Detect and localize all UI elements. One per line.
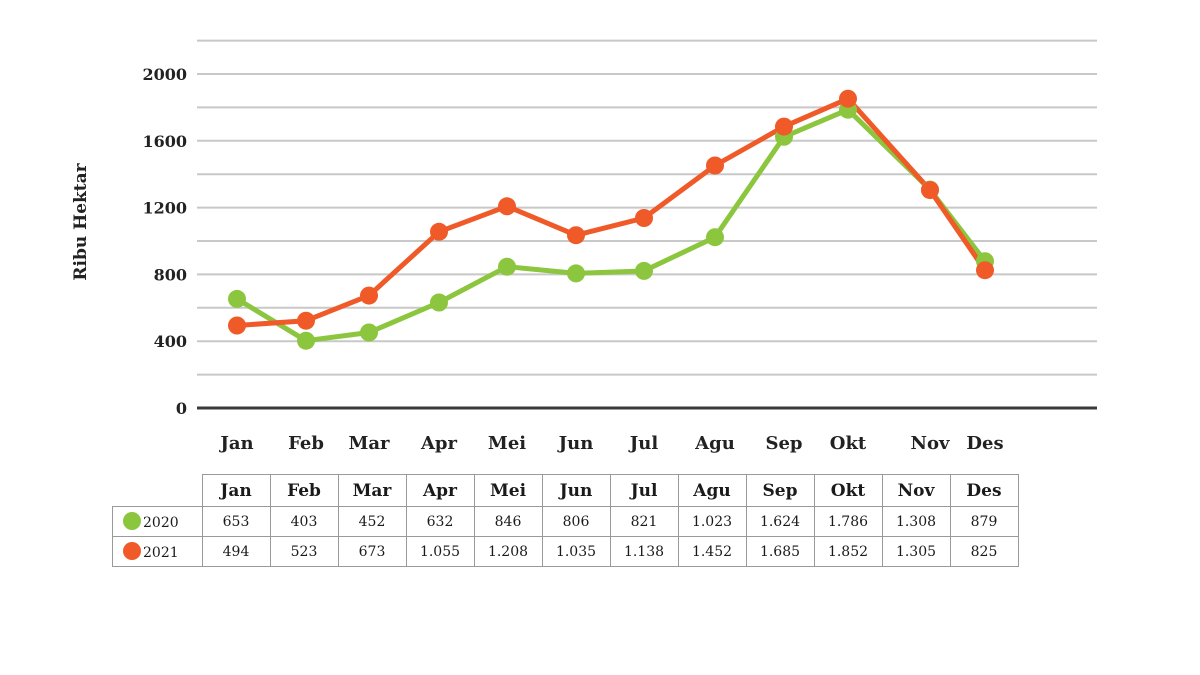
table-header-cell: Des — [949, 474, 1019, 507]
legend-entry: 2020 — [112, 506, 203, 537]
data-point-2020 — [228, 289, 246, 308]
table-cell: 494 — [201, 536, 271, 567]
y-tick-label: 1200 — [142, 199, 187, 218]
series-line-2021 — [236, 96, 988, 328]
table-header-cell: Jul — [609, 474, 679, 507]
line-chart: 0 400 800 1200 1600 2000 Ribu Hektar Jan Feb Ma… — [71, 39, 1097, 454]
table-header-cell: Jan — [201, 474, 271, 507]
table-cell: 879 — [949, 506, 1019, 537]
table-cell: 673 — [337, 536, 407, 567]
data-point-2021 — [839, 89, 857, 108]
x-tick-label: Apr — [420, 433, 458, 454]
legend-label: 2020 — [143, 515, 179, 531]
table-header-cell: Agu — [677, 474, 747, 507]
data-point-2021 — [228, 316, 246, 335]
table-header-cell: Okt — [813, 474, 883, 507]
table-row: 2021 494 523 673 1.055 1.208 1.035 1.138 1.452 1.… — [112, 536, 1019, 567]
x-tick-label: Jul — [628, 433, 659, 454]
data-point-2021 — [498, 197, 516, 216]
table-cell: 1.685 — [745, 536, 815, 567]
data-point-2020 — [430, 293, 448, 312]
table-cell: 821 — [609, 506, 679, 537]
table-cell: 1.138 — [609, 536, 679, 567]
x-tick-label: Okt — [830, 433, 867, 454]
table-cell: 653 — [201, 506, 271, 537]
table-header-row: Jan Feb Mar Apr Mei Jun Jul Agu Sep Okt Nov Des — [112, 474, 1019, 507]
table-header-cell: Mei — [473, 474, 543, 507]
y-axis-label: Ribu Hektar — [71, 162, 91, 280]
legend-label: 2021 — [143, 545, 179, 561]
y-tick-label: 0 — [176, 399, 187, 418]
table-cell: 1.208 — [473, 536, 543, 567]
table-header-cell: Sep — [745, 474, 815, 507]
legend-marker — [123, 542, 141, 560]
x-tick-label: Mei — [488, 433, 526, 454]
gridlines — [197, 39, 1097, 376]
y-tick-label: 2000 — [142, 65, 187, 84]
x-tick-label: Mar — [348, 433, 390, 454]
table-cell: 1.023 — [677, 506, 747, 537]
data-point-2020 — [706, 228, 724, 247]
table-cell: 523 — [269, 536, 339, 567]
table-header-cell: Feb — [269, 474, 339, 507]
data-point-2021 — [635, 209, 653, 227]
table-cell: 1.055 — [405, 536, 475, 567]
series-line-2020 — [235, 107, 987, 344]
x-axis-ticks: Jan Feb Mar Apr Mei Jun Jul Agu Sep Okt Nov Des — [218, 433, 1003, 454]
x-tick-label: Jan — [218, 433, 253, 454]
data-point-2020 — [498, 257, 516, 276]
x-tick-label: Nov — [911, 433, 950, 454]
data-point-2020 — [567, 264, 585, 283]
series-group — [228, 89, 994, 350]
table-header-cell: Mar — [337, 474, 407, 507]
table-corner-cell — [112, 474, 203, 507]
table-cell: 806 — [541, 506, 611, 537]
data-point-2021 — [360, 286, 378, 305]
y-axis-ticks: 0 400 800 1200 1600 2000 — [142, 65, 187, 418]
table-cell: 1.308 — [881, 506, 951, 537]
table-cell: 1.452 — [677, 536, 747, 567]
table-row: 2020 653 403 452 632 846 806 821 1.023 1.624 1.786… — [112, 506, 1019, 537]
data-point-2021 — [430, 222, 448, 241]
table-cell: 1.852 — [813, 536, 883, 567]
table-header-cell: Apr — [405, 474, 475, 507]
table-cell: 1.786 — [813, 506, 883, 537]
data-point-2020 — [297, 331, 315, 350]
data-point-2021 — [706, 156, 724, 175]
data-point-2021 — [921, 181, 939, 200]
table-cell: 825 — [949, 536, 1019, 567]
data-point-2021 — [567, 226, 585, 245]
table-cell: 1.305 — [881, 536, 951, 567]
table-cell: 1.624 — [745, 506, 815, 537]
data-point-2021 — [775, 117, 793, 136]
x-tick-label: Feb — [288, 433, 324, 454]
x-tick-label: Jun — [557, 433, 594, 454]
legend-marker — [123, 512, 141, 530]
data-table: Jan Feb Mar Apr Mei Jun Jul Agu Sep Okt Nov Des 2020… — [112, 474, 1019, 567]
y-tick-label: 1600 — [142, 132, 187, 151]
y-tick-label: 400 — [154, 332, 187, 351]
table-cell: 1.035 — [541, 536, 611, 567]
x-tick-label: Des — [966, 433, 1003, 454]
table-cell: 403 — [269, 506, 339, 537]
table-cell: 846 — [473, 506, 543, 537]
data-point-2021 — [297, 311, 315, 330]
y-tick-label: 800 — [154, 265, 187, 284]
x-tick-label: Sep — [765, 433, 802, 454]
x-tick-label: Agu — [694, 433, 735, 454]
table-cell: 632 — [405, 506, 475, 537]
table-header-cell: Nov — [881, 474, 951, 507]
data-point-2021 — [976, 261, 994, 280]
data-point-2020 — [635, 261, 653, 280]
table-cell: 452 — [337, 506, 407, 537]
table-header-cell: Jun — [541, 474, 611, 507]
legend-entry: 2021 — [112, 536, 203, 567]
data-point-2020 — [360, 323, 378, 342]
